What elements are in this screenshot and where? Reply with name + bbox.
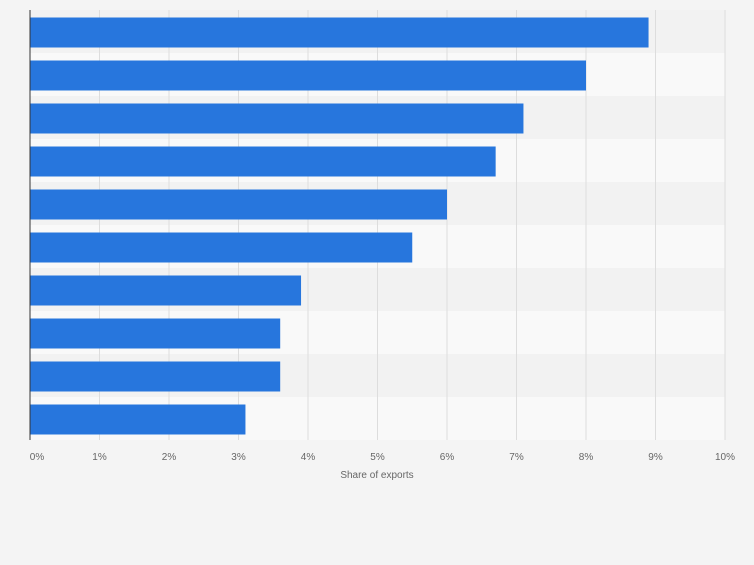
bar[interactable]	[30, 146, 496, 177]
bar[interactable]	[30, 232, 413, 263]
x-tick-label: 6%	[440, 452, 455, 463]
bars	[30, 17, 649, 435]
bar[interactable]	[30, 17, 649, 48]
x-axis-title: Share of exports	[340, 470, 413, 481]
bar[interactable]	[30, 361, 281, 392]
x-tick-label: 3%	[231, 452, 246, 463]
x-tick-label: 0%	[30, 452, 45, 463]
bar[interactable]	[30, 318, 281, 349]
bar[interactable]	[30, 60, 586, 91]
x-tick-label: 2%	[162, 452, 177, 463]
bar[interactable]	[30, 275, 302, 306]
x-tick-label: 10%	[715, 452, 735, 463]
x-tick-label: 4%	[301, 452, 316, 463]
x-tick-label: 1%	[92, 452, 107, 463]
x-tick-labels: 0% 1% 2% 3% 4% 5% 6% 7% 8% 9% 10%	[30, 452, 735, 463]
x-tick-label: 8%	[579, 452, 594, 463]
x-tick-label: 5%	[370, 452, 385, 463]
x-tick-label: 7%	[509, 452, 524, 463]
x-tick-label: 9%	[648, 452, 663, 463]
bar[interactable]	[30, 189, 447, 220]
bar[interactable]	[30, 103, 524, 134]
bar[interactable]	[30, 404, 246, 435]
